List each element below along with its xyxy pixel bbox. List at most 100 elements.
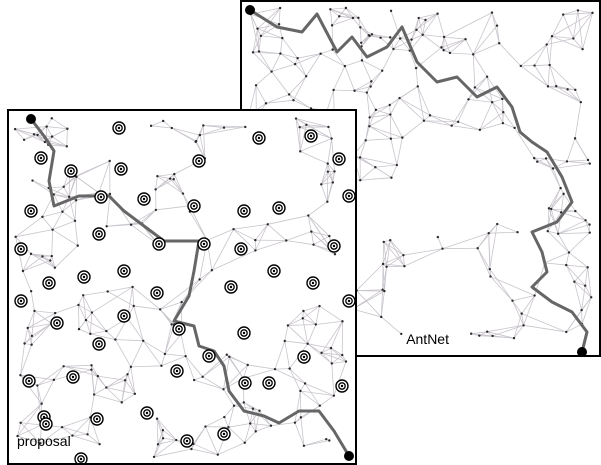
network-edge: [157, 173, 175, 177]
network-node: [456, 120, 460, 123]
network-edge: [24, 327, 29, 344]
network-edge: [173, 173, 184, 194]
target-ring-inner: [117, 165, 125, 173]
network-node: [279, 52, 282, 55]
network-node: [489, 275, 492, 278]
network-node: [298, 125, 301, 129]
target-dot: [55, 321, 59, 325]
network-edge: [191, 448, 218, 456]
network-node: [353, 89, 356, 92]
target-ring-inner: [77, 455, 85, 463]
network-node: [149, 124, 153, 128]
network-node: [105, 386, 108, 389]
network-node: [390, 176, 393, 179]
target-ring-inner: [53, 319, 61, 327]
network-edge: [382, 263, 405, 267]
network-edge: [558, 232, 590, 235]
network-node: [326, 170, 330, 173]
network-edge: [46, 126, 53, 137]
network-node: [306, 342, 309, 346]
network-edge: [321, 321, 343, 354]
network-edge: [115, 339, 132, 368]
network-edge: [444, 36, 466, 40]
network-node: [574, 209, 577, 213]
network-edge: [415, 68, 419, 87]
network-node: [546, 85, 550, 88]
network-edge: [565, 264, 575, 282]
network-edge: [250, 14, 262, 37]
network-node: [86, 433, 89, 436]
target-ring-inner: [175, 325, 183, 333]
network-node: [123, 379, 127, 382]
network-edge: [274, 368, 306, 384]
network-node: [52, 378, 56, 382]
network-node: [586, 266, 589, 269]
network-edge: [87, 417, 91, 435]
network-edge: [333, 361, 347, 396]
network-node: [403, 264, 406, 268]
network-node: [555, 84, 558, 88]
network-edge: [389, 114, 392, 139]
network-edge: [295, 118, 329, 128]
network-edge: [68, 176, 77, 197]
network-node: [254, 430, 257, 433]
network-edge: [303, 310, 317, 325]
network-edge: [574, 281, 586, 287]
network-node: [567, 251, 571, 254]
network-node: [333, 252, 337, 256]
network-node: [562, 13, 565, 16]
network-node: [331, 181, 335, 184]
network-edge: [556, 85, 582, 103]
network-edge: [451, 99, 469, 126]
network-node: [301, 317, 304, 320]
network-edge: [42, 216, 53, 230]
network-node: [513, 126, 516, 130]
network-edge: [206, 228, 234, 241]
network-edge: [87, 434, 100, 445]
network-edge: [34, 310, 52, 324]
network-node: [550, 207, 553, 211]
network-edge: [281, 37, 298, 59]
network-edge: [17, 424, 42, 437]
network-edge: [545, 158, 568, 162]
network-edge: [130, 365, 162, 368]
network-edge: [449, 52, 474, 55]
network-node: [424, 18, 427, 22]
network-edge: [429, 115, 452, 127]
network-edge: [30, 253, 56, 269]
network-edge: [329, 9, 333, 26]
network-edge: [223, 416, 229, 428]
network-edge: [308, 215, 330, 237]
network-edge: [396, 137, 403, 166]
network-edge: [399, 29, 417, 39]
network-node: [415, 28, 418, 32]
network-edge: [255, 85, 267, 104]
network-node: [416, 85, 419, 88]
network-edge: [574, 102, 582, 139]
network-node: [389, 113, 392, 116]
network-node: [318, 304, 321, 308]
network-edge: [211, 228, 234, 271]
network-edge: [249, 408, 254, 424]
network-edge: [106, 379, 126, 388]
network-node: [328, 234, 331, 238]
network-node: [328, 439, 331, 442]
network-edge: [299, 124, 307, 152]
network-edge: [62, 211, 76, 222]
network-edge: [366, 92, 371, 118]
network-edge: [289, 368, 301, 392]
target-icon: [335, 379, 349, 393]
network-edge: [33, 133, 46, 143]
network-edge: [417, 86, 431, 116]
network-node: [175, 438, 178, 442]
target-dot: [175, 369, 179, 373]
network-edge: [228, 423, 251, 428]
network-node: [501, 121, 505, 125]
network-edge: [411, 34, 423, 40]
network-edge: [411, 17, 420, 40]
network-node: [544, 157, 548, 160]
network-edge: [106, 222, 141, 227]
network-node: [90, 368, 93, 371]
network-node: [368, 116, 371, 119]
network-node: [126, 373, 129, 376]
